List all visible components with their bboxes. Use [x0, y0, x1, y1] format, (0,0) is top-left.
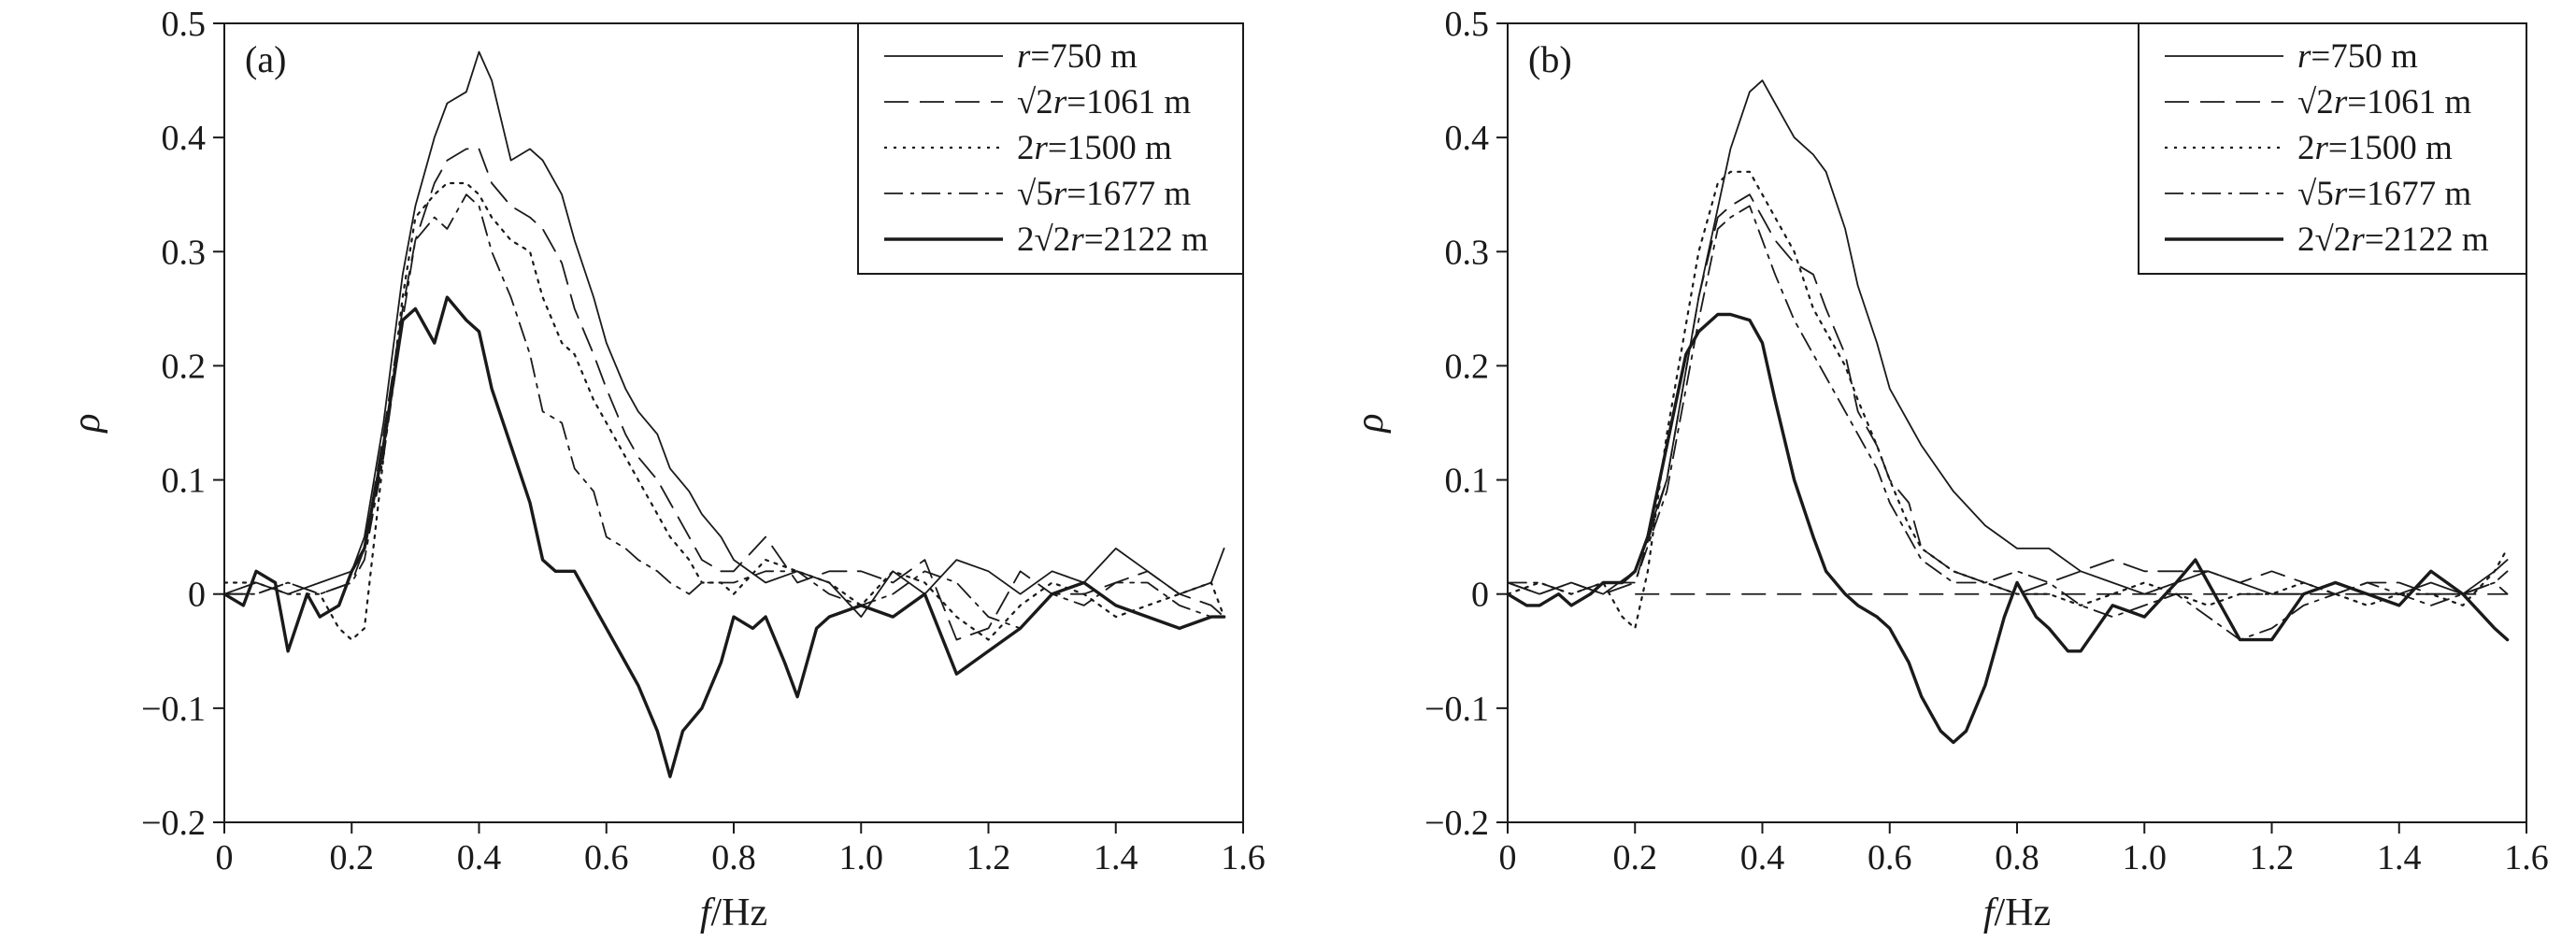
series-line-sqrt2r-1061-m-a: [223, 148, 1225, 641]
legend-label-2r-1500-m-a: 2r=1500 m: [1017, 129, 1172, 167]
series-line-sqrt5r-1677-m-a: [223, 193, 1225, 630]
series-line-2r-1500-m-b: [1506, 170, 2509, 630]
y-tick-label-b: 0.1: [1445, 462, 1490, 501]
y-tick-label-b: 0.4: [1445, 119, 1490, 158]
x-tick-label-b: 0.4: [1740, 838, 1785, 877]
x-tick-label-a: 0.4: [457, 838, 502, 877]
legend-label-2sqrt2r-2122-m-a: 2√2r=2122 m: [1017, 221, 1209, 259]
x-tick-label-b: 1.6: [2504, 838, 2549, 877]
x-tick-label-b: 1.0: [2123, 838, 2168, 877]
y-tick-label-a: 0: [188, 576, 206, 615]
legend-label-r-750-m-b: r=750 m: [2297, 37, 2418, 76]
y-tick-label-b: 0.3: [1445, 233, 1490, 272]
series-line-2sqrt2r-2122-m-a: [222, 295, 1226, 778]
y-axis-title-b: ρ: [1349, 413, 1392, 434]
chart-panel-a: 0 0.2 0.4 0.6 0.8 1.0 1.2 1.4 1.6 −0.2 −0.1 0 0.1 0.2…: [65, 5, 1266, 934]
y-tick-label-a: −0.1: [141, 690, 206, 729]
y-tick-label-a: −0.2: [141, 804, 206, 843]
series-line-2sqrt2r-2122-m-b: [1506, 312, 2510, 745]
series-line-sqrt2r-1061-m-b: [1507, 193, 2509, 595]
legend-label-sqrt2r-1061-m-b: √2r=1061 m: [2297, 83, 2471, 121]
legend-b: r=750 m √2r=1061 m 2r=1500 m √5r=1677 m 2√2r…: [2138, 22, 2527, 275]
y-tick-label-b: 0.2: [1445, 347, 1490, 386]
x-tick-label-a: 1.6: [1221, 838, 1266, 877]
x-tick-label-a: 0.8: [711, 838, 756, 877]
legend-label-2r-1500-m-b: 2r=1500 m: [2297, 129, 2453, 167]
y-tick-label-b: −0.1: [1424, 690, 1489, 729]
x-tick-label-a: 1.4: [1094, 838, 1138, 877]
legend-label-sqrt2r-1061-m-a: √2r=1061 m: [1017, 83, 1191, 121]
x-axis-title-b: f/Hz: [1983, 891, 2051, 934]
x-tick-label-a: 0: [216, 838, 234, 877]
x-tick-label-a: 1.0: [839, 838, 884, 877]
x-tick-label-b: 0.6: [1868, 838, 1912, 877]
y-tick-label-b: 0: [1471, 576, 1489, 615]
chart-panel-b: 0 0.2 0.4 0.6 0.8 1.0 1.2 1.4 1.6 −0.2 −0.1 0 0.1 0.2…: [1349, 5, 2549, 934]
panel-label-b: (b): [1528, 38, 1572, 80]
legend-label-sqrt5r-1677-m-b: √5r=1677 m: [2297, 175, 2471, 213]
series-line-r-750-m-a: [223, 50, 1225, 618]
x-tick-label-b: 1.4: [2377, 838, 2422, 877]
x-tick-label-b: 0.8: [1995, 838, 2039, 877]
x-tick-label-b: 1.2: [2250, 838, 2295, 877]
y-tick-label-b: 0.5: [1445, 5, 1490, 44]
y-tick-label-a: 0.4: [162, 119, 207, 158]
x-tick-label-a: 0.2: [330, 838, 375, 877]
x-tick-label-a: 1.2: [966, 838, 1011, 877]
legend-label-sqrt5r-1677-m-a: √5r=1677 m: [1017, 175, 1191, 213]
y-tick-label-a: 0.2: [162, 347, 207, 386]
y-axis-title-a: ρ: [65, 413, 108, 434]
y-tick-label-a: 0.1: [162, 462, 207, 501]
series-line-sqrt5r-1677-m-b: [1507, 205, 2509, 641]
y-tick-label-a: 0.3: [162, 233, 207, 272]
legend-label-2sqrt2r-2122-m-b: 2√2r=2122 m: [2297, 221, 2489, 259]
legend-a: r=750 m √2r=1061 m 2r=1500 m √5r=1677 m 2√2r…: [857, 22, 1244, 275]
y-tick-label-a: 0.5: [162, 5, 207, 44]
x-axis-title-a: f/Hz: [700, 891, 767, 934]
x-tick-label-b: 0: [1499, 838, 1517, 877]
panel-label-a: (a): [245, 38, 286, 80]
x-tick-label-b: 0.2: [1613, 838, 1658, 877]
x-tick-label-a: 0.6: [584, 838, 629, 877]
legend-label-r-750-m-a: r=750 m: [1017, 37, 1138, 76]
y-tick-label-b: −0.2: [1424, 804, 1489, 843]
